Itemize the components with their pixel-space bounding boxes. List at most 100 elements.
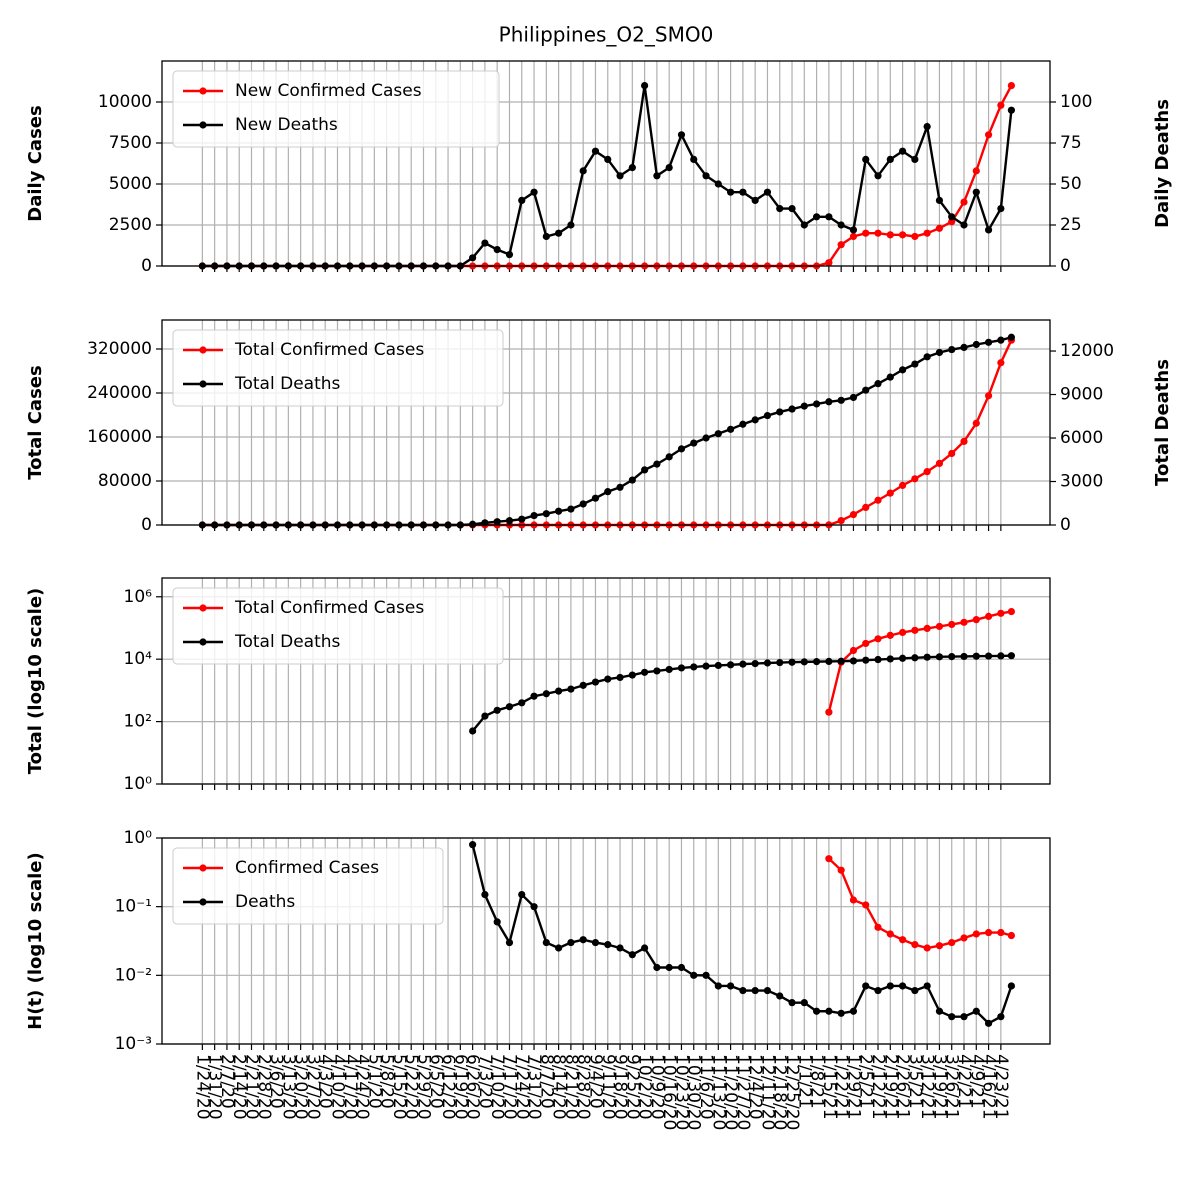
data-point: [555, 507, 563, 515]
data-point: [862, 639, 870, 648]
data-point: [972, 188, 980, 196]
data-point: [837, 866, 845, 874]
data-point: [542, 938, 550, 947]
x-tick-label: 6/12/20: [438, 1054, 458, 1120]
data-point: [923, 944, 931, 952]
data-point: [677, 445, 686, 453]
data-point: [997, 609, 1005, 617]
y-tick-label: 320000: [87, 339, 152, 359]
data-point: [776, 205, 784, 213]
data-point: [702, 662, 710, 670]
data-point: [911, 475, 919, 483]
x-tick-label: 1/22/21: [831, 1054, 851, 1120]
data-point: [849, 896, 858, 904]
data-point: [997, 652, 1005, 660]
legend-box: [172, 70, 500, 148]
x-tick-label: 1/1/21: [794, 1054, 814, 1109]
legend-marker: [199, 87, 207, 95]
y-tick-label: 10²: [124, 712, 152, 732]
data-point: [776, 408, 784, 416]
data-point: [665, 164, 673, 172]
data-point: [825, 708, 833, 716]
data-point: [849, 657, 858, 665]
data-point: [628, 476, 636, 484]
legend-label: Confirmed Cases: [235, 858, 379, 878]
data-point: [727, 188, 735, 196]
data-point: [518, 196, 526, 204]
data-point: [542, 690, 550, 698]
data-point: [702, 971, 710, 979]
x-tick-label: 1/24/20: [192, 1054, 212, 1120]
data-point: [530, 511, 538, 520]
x-tick-label: 1/29/21: [843, 1054, 863, 1120]
y-tick-label: 10⁴: [124, 649, 153, 669]
data-point: [911, 941, 919, 949]
data-point: [641, 82, 649, 90]
y2-tick-label: 0: [1060, 256, 1071, 276]
legend-box: [172, 587, 504, 665]
x-tick-label: 5/15/20: [389, 1054, 409, 1120]
plot-frame: [161, 837, 1051, 1045]
data-point: [862, 982, 870, 990]
data-point: [481, 712, 489, 720]
data-point: [555, 687, 563, 695]
data-point: [727, 661, 735, 669]
data-point: [469, 254, 477, 262]
y2-tick-label: 75: [1060, 133, 1082, 153]
legend-marker: [199, 638, 207, 646]
data-point: [788, 405, 796, 413]
data-point: [567, 938, 575, 947]
data-point: [972, 167, 980, 175]
y-tick-label: 240000: [87, 383, 152, 403]
x-tick-label: 6/5/20: [426, 1054, 446, 1109]
data-point: [825, 855, 833, 863]
data-point: [849, 510, 858, 519]
data-point: [469, 841, 477, 849]
y2-tick-label: 100: [1060, 92, 1092, 112]
data-point: [886, 489, 894, 497]
data-point: [898, 481, 907, 489]
x-tick-label: 4/3/20: [315, 1054, 335, 1109]
legend-marker: [199, 864, 207, 872]
data-point: [837, 221, 845, 229]
data-point: [727, 425, 735, 433]
data-point: [837, 516, 845, 525]
plot-frame: [161, 319, 1051, 526]
data-point: [567, 685, 575, 693]
data-point: [984, 392, 993, 400]
x-tick-label: 8/7/20: [536, 1054, 556, 1109]
data-point: [874, 923, 882, 931]
data-point: [935, 622, 944, 631]
x-tick-label: 4/2/21: [954, 1054, 974, 1109]
data-point: [714, 982, 722, 990]
data-point: [616, 483, 624, 491]
data-point: [825, 213, 833, 221]
data-point: [481, 890, 489, 899]
data-point: [923, 653, 931, 661]
data-point: [739, 660, 747, 668]
y-tick-label: 7500: [109, 133, 152, 153]
x-tick-label: 5/1/20: [364, 1054, 384, 1109]
x-tick-label: 9/25/20: [622, 1054, 642, 1120]
data-point: [579, 936, 587, 944]
y2-tick-label: 0: [1060, 515, 1071, 535]
data-point: [984, 612, 993, 621]
data-point: [972, 340, 980, 349]
data-point: [849, 646, 858, 655]
data-point: [874, 380, 882, 388]
data-point: [518, 890, 526, 899]
x-tick-label: 1/15/21: [819, 1054, 839, 1120]
data-point: [1007, 982, 1015, 990]
y2-tick-label: 12000: [1060, 341, 1114, 361]
data-point: [628, 951, 636, 959]
data-point: [567, 505, 575, 513]
x-tick-label: 6/19/20: [450, 1054, 470, 1120]
data-point: [837, 396, 845, 404]
data-point: [960, 343, 968, 352]
x-tick-label: 10/9/20: [647, 1054, 667, 1120]
x-tick-label: 4/16/21: [979, 1054, 999, 1120]
data-point: [1007, 333, 1015, 341]
series-line: [828, 857, 1012, 950]
data-point: [591, 938, 600, 947]
